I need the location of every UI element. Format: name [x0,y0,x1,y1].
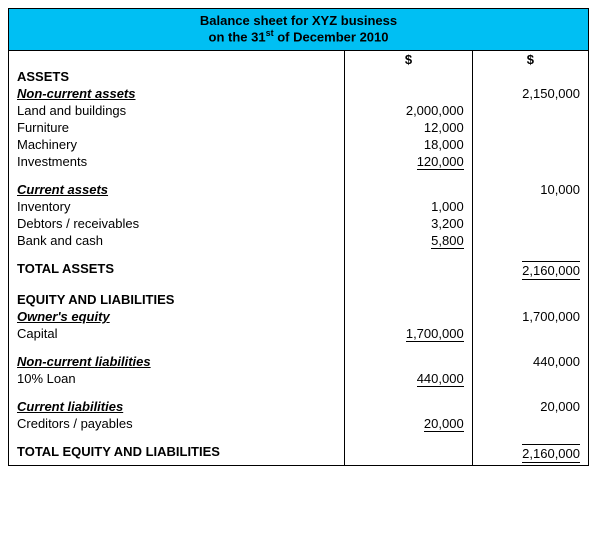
total-assets-label: TOTAL ASSETS [9,260,345,281]
nc-asset-label-3: Investments [9,153,345,171]
c-liab-label: Current liabilities [9,398,345,415]
c-asset-label-2: Bank and cash [9,232,345,250]
nc-asset-value-1: 12,000 [345,119,472,136]
title-line2: on the 31st of December 2010 [9,28,588,44]
currency-col2: $ [472,51,588,68]
total-eq-liab-value: 2,160,000 [472,443,588,465]
c-asset-label-1: Debtors / receivables [9,215,345,232]
currency-header-row: $ $ [9,51,588,68]
nc-asset-value-2: 18,000 [345,136,472,153]
c-asset-label-0: Inventory [9,198,345,215]
title-header: Balance sheet for XYZ business on the 31… [9,9,588,51]
current-assets-label: Current assets [9,181,345,198]
oe-label-0: Capital [9,325,345,343]
nc-liab-label: Non-current liabilities [9,353,345,370]
ncl-value-0: 440,000 [345,370,472,388]
total-assets-value: 2,160,000 [472,260,588,281]
currency-col1: $ [345,51,472,68]
cl-value-0: 20,000 [345,415,472,433]
ncl-label-0: 10% Loan [9,370,345,388]
cl-label-0: Creditors / payables [9,415,345,433]
non-current-assets-subtotal: 2,150,000 [472,85,588,102]
nc-asset-label-0: Land and buildings [9,102,345,119]
owners-equity-label: Owner's equity [9,308,345,325]
nc-asset-value-3: 120,000 [345,153,472,171]
owners-equity-subtotal: 1,700,000 [472,308,588,325]
title-line1: Balance sheet for XYZ business [9,13,588,28]
assets-heading: ASSETS [9,68,345,85]
c-asset-value-2: 5,800 [345,232,472,250]
c-asset-value-0: 1,000 [345,198,472,215]
balance-sheet-table: $ $ ASSETS Non-current assets 2,150,000 … [9,51,588,465]
current-assets-subtotal: 10,000 [472,181,588,198]
nc-liab-subtotal: 440,000 [472,353,588,370]
oe-value-0: 1,700,000 [345,325,472,343]
nc-asset-label-1: Furniture [9,119,345,136]
eq-liab-heading: EQUITY AND LIABILITIES [9,291,345,308]
nc-asset-value-0: 2,000,000 [345,102,472,119]
total-eq-liab-label: TOTAL EQUITY AND LIABILITIES [9,443,345,465]
c-asset-value-1: 3,200 [345,215,472,232]
c-liab-subtotal: 20,000 [472,398,588,415]
balance-sheet-container: Balance sheet for XYZ business on the 31… [8,8,589,466]
non-current-assets-label: Non-current assets [9,85,345,102]
nc-asset-label-2: Machinery [9,136,345,153]
